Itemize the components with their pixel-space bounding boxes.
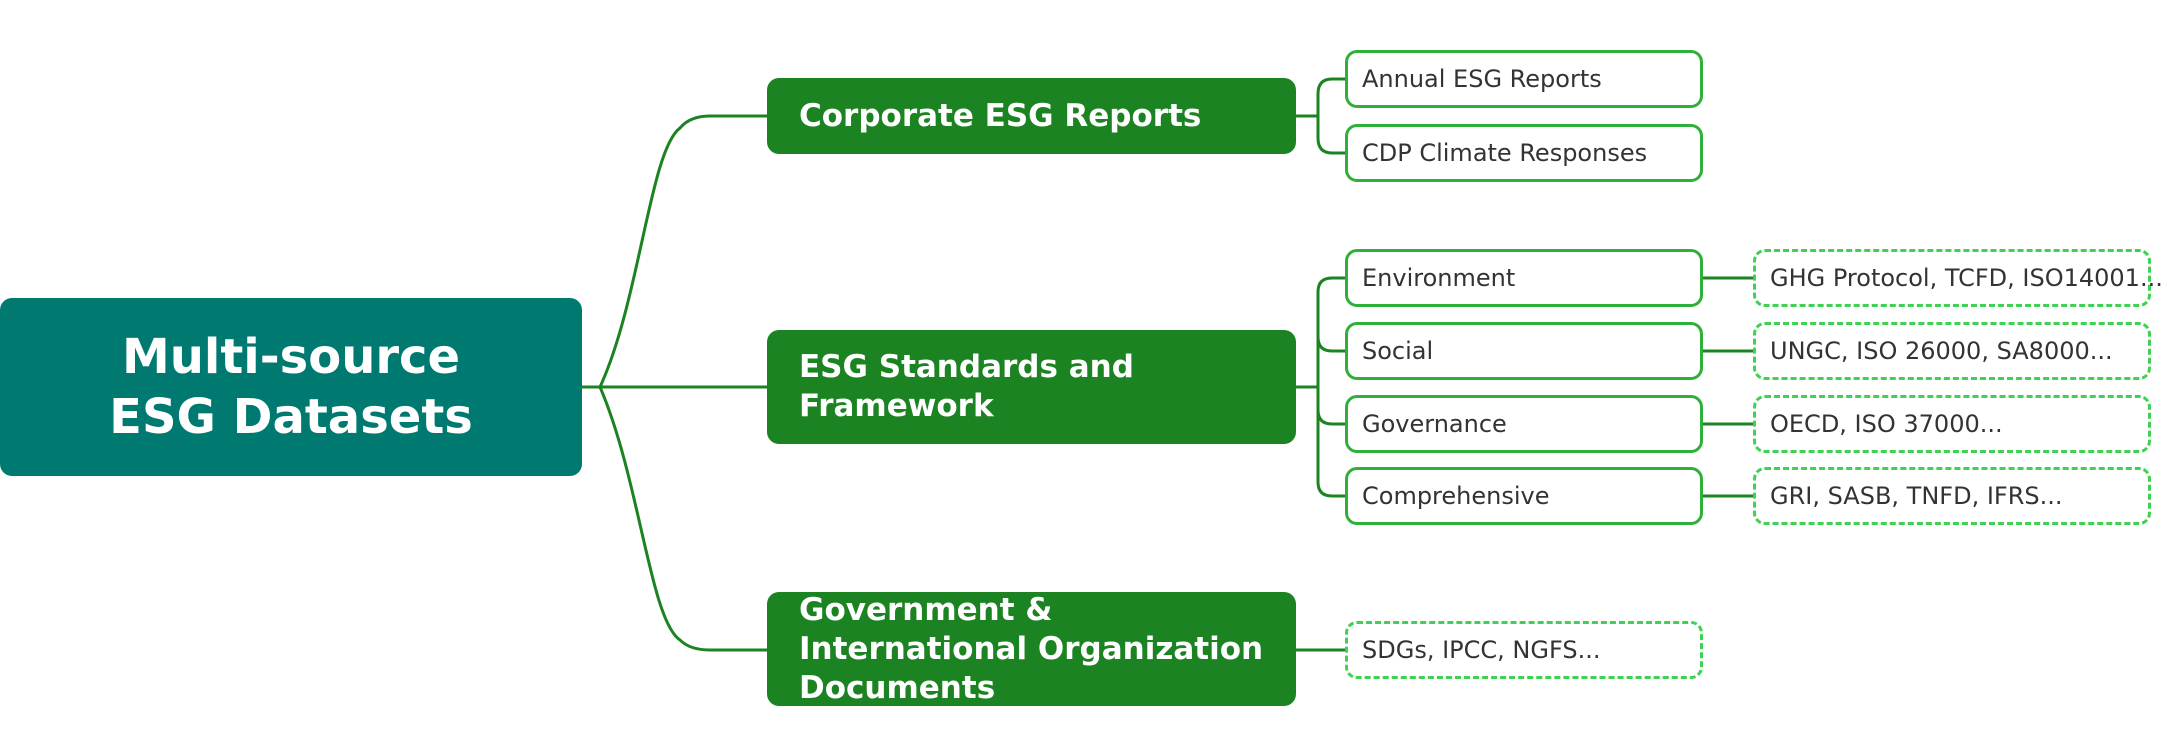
leaf-label: Social (1362, 337, 1434, 365)
category-label: Government & International Organization … (799, 591, 1264, 706)
leaf-cdp-climate-responses: CDP Climate Responses (1345, 124, 1703, 182)
root-label: Multi-source ESG Datasets (109, 329, 473, 445)
leaf-label: CDP Climate Responses (1362, 139, 1648, 167)
leaf-annual-esg-reports: Annual ESG Reports (1345, 50, 1703, 108)
detail-governance-standards: OECD, ISO 37000... (1753, 395, 2151, 453)
leaf-label: SDGs, IPCC, NGFS... (1362, 636, 1601, 664)
leaf-sdgs-ipcc-ngfs: SDGs, IPCC, NGFS... (1345, 621, 1703, 679)
leaf-label: Governance (1362, 410, 1507, 438)
connector-root-to-government-docs (582, 385, 767, 652)
connector-standards-vertical (1316, 276, 1333, 498)
leaf-environment: Environment (1345, 249, 1703, 307)
detail-label: GRI, SASB, TNFD, IFRS... (1770, 482, 2063, 510)
connector-root-to-corporate-reports (582, 114, 767, 389)
category-label: ESG Standards and Framework (799, 349, 1134, 424)
root-node: Multi-source ESG Datasets (0, 298, 582, 476)
connector-corporate-to-annual (1296, 77, 1345, 118)
connector-standards-to-governance (1316, 409, 1345, 426)
detail-label: UNGC, ISO 26000, SA8000... (1770, 337, 2113, 365)
leaf-label: Environment (1362, 264, 1516, 292)
detail-environment-standards: GHG Protocol, TCFD, ISO14001... (1753, 249, 2162, 307)
category-esg-standards: ESG Standards and Framework (767, 330, 1296, 444)
detail-social-standards: UNGC, ISO 26000, SA8000... (1753, 322, 2151, 380)
connector-corporate-to-cdp (1316, 116, 1345, 155)
leaf-comprehensive: Comprehensive (1345, 467, 1703, 525)
category-government-documents: Government & International Organization … (767, 592, 1296, 706)
connector-standards-to-social (1316, 336, 1345, 353)
detail-comprehensive-standards: GRI, SASB, TNFD, IFRS... (1753, 467, 2151, 525)
detail-label: OECD, ISO 37000... (1770, 410, 2003, 438)
category-label: Corporate ESG Reports (799, 97, 1202, 134)
category-corporate-esg-reports: Corporate ESG Reports (767, 78, 1296, 154)
detail-label: GHG Protocol, TCFD, ISO14001... (1770, 264, 2162, 292)
leaf-social: Social (1345, 322, 1703, 380)
leaf-label: Annual ESG Reports (1362, 65, 1602, 93)
leaf-governance: Governance (1345, 395, 1703, 453)
leaf-label: Comprehensive (1362, 482, 1550, 510)
